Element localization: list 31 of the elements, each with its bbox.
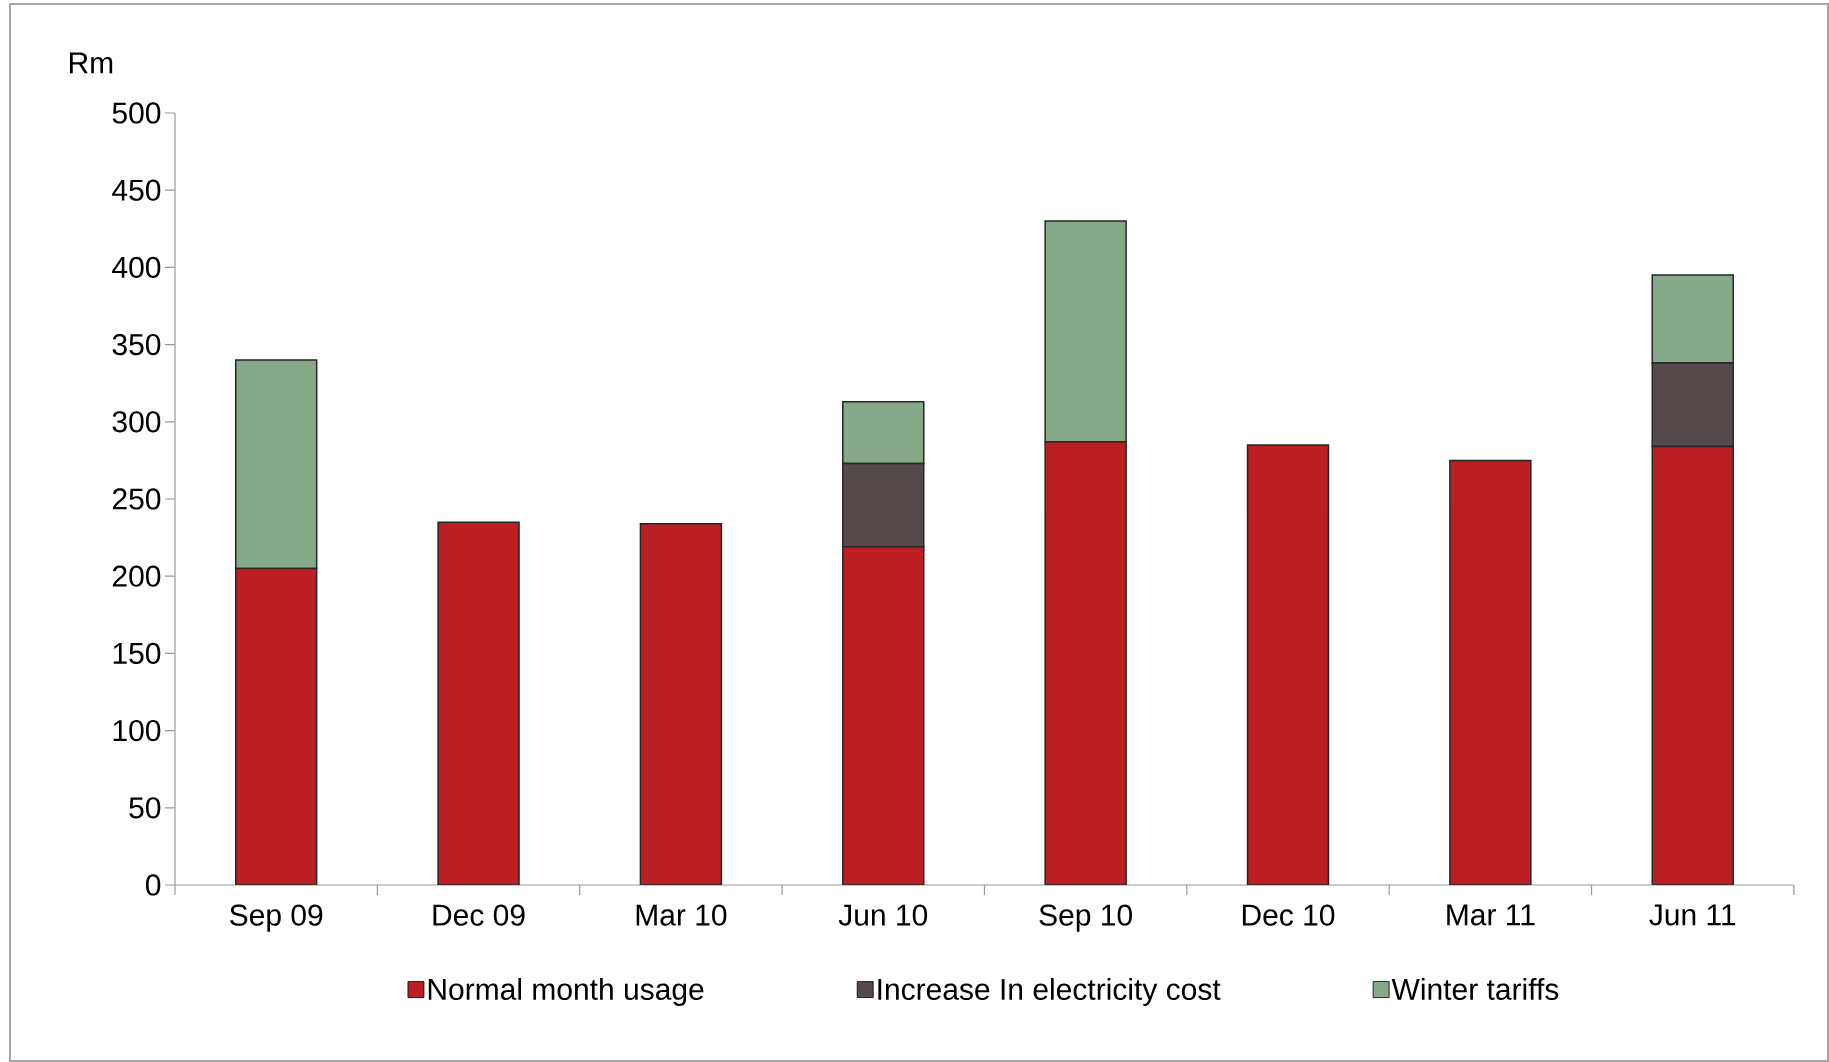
bar <box>234 567 318 885</box>
x-tick-label: Jun 11 <box>1649 904 1736 926</box>
y-tick-label: 400 <box>112 256 161 279</box>
y-tick-label: 100 <box>113 719 161 742</box>
y-tick-label: 150 <box>113 642 161 665</box>
x-tick-label: Dec 09 <box>433 904 525 926</box>
bar <box>1044 441 1127 885</box>
x-tick-label: Sep 09 <box>230 904 323 932</box>
bar <box>1246 444 1330 885</box>
x-tick-label: Jun 10 <box>838 904 928 926</box>
bar <box>639 522 723 885</box>
x-tick-label: Sep 10 <box>1039 904 1132 932</box>
x-tick-label: Dec 10 <box>1242 904 1335 926</box>
x-tick-label: Mar 11 <box>1447 904 1535 926</box>
legend-label: Winter tariffs <box>1391 977 1559 1001</box>
bar <box>842 546 925 885</box>
legend-label: Normal month usage <box>428 977 704 1006</box>
bar <box>1449 459 1532 885</box>
y-tick-label: 300 <box>112 411 161 433</box>
y-tick-label: 200 <box>112 565 161 587</box>
x-tick-label: Mar 10 <box>636 904 727 926</box>
bar <box>437 521 520 885</box>
y-tick-label: 450 <box>112 179 161 201</box>
legend-label: Increase In electricity cost <box>878 977 1221 1006</box>
y-axis-title: Rm <box>69 52 113 74</box>
y-tick-label: 0 <box>145 874 161 896</box>
y-tick-label: 50 <box>129 797 161 819</box>
y-tick-label: 350 <box>112 333 161 356</box>
y-tick-label: 250 <box>112 488 161 510</box>
bar <box>1651 445 1734 885</box>
y-tick-label: 500 <box>112 102 161 124</box>
